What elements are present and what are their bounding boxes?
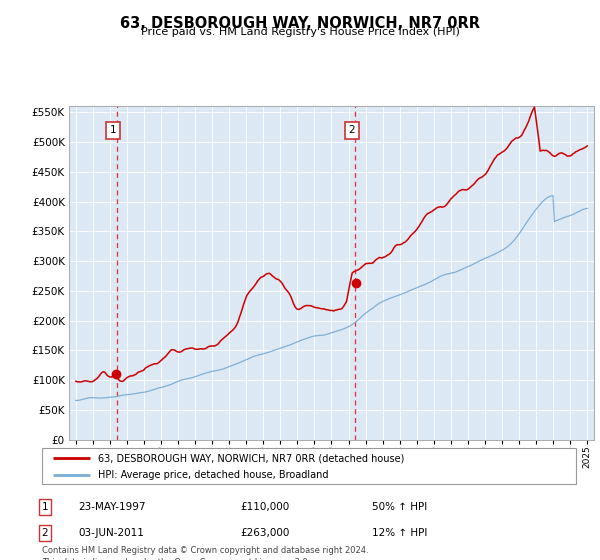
Text: HPI: Average price, detached house, Broadland: HPI: Average price, detached house, Broa…	[98, 470, 329, 480]
Text: Price paid vs. HM Land Registry's House Price Index (HPI): Price paid vs. HM Land Registry's House …	[140, 27, 460, 37]
FancyBboxPatch shape	[42, 448, 576, 484]
Text: 63, DESBOROUGH WAY, NORWICH, NR7 0RR: 63, DESBOROUGH WAY, NORWICH, NR7 0RR	[120, 16, 480, 31]
Text: 12% ↑ HPI: 12% ↑ HPI	[372, 528, 427, 538]
Text: 2: 2	[41, 528, 49, 538]
Text: 1: 1	[41, 502, 49, 512]
Text: £263,000: £263,000	[240, 528, 289, 538]
Text: 63, DESBOROUGH WAY, NORWICH, NR7 0RR (detached house): 63, DESBOROUGH WAY, NORWICH, NR7 0RR (de…	[98, 453, 404, 463]
Text: 50% ↑ HPI: 50% ↑ HPI	[372, 502, 427, 512]
Text: 23-MAY-1997: 23-MAY-1997	[78, 502, 146, 512]
Text: 03-JUN-2011: 03-JUN-2011	[78, 528, 144, 538]
Text: 2: 2	[349, 125, 355, 135]
Text: £110,000: £110,000	[240, 502, 289, 512]
Text: Contains HM Land Registry data © Crown copyright and database right 2024.
This d: Contains HM Land Registry data © Crown c…	[42, 546, 368, 560]
Text: 1: 1	[110, 125, 116, 135]
